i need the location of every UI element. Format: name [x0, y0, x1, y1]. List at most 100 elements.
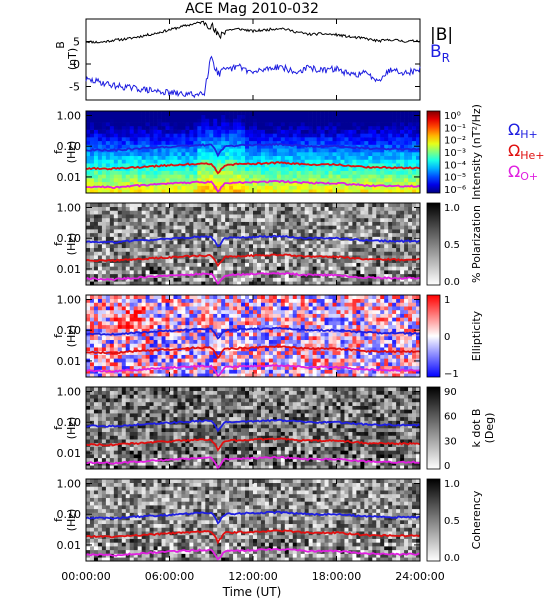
spectrogram-cell [296, 122, 302, 127]
spectrogram-cell [201, 336, 206, 341]
spectrogram-cell [388, 206, 393, 211]
spectrogram-cell [400, 262, 405, 267]
spectrogram-cell [213, 133, 218, 138]
spectrogram-cell [312, 281, 317, 286]
spectrogram-cell [205, 295, 210, 300]
spectrogram-cell [300, 244, 305, 249]
spectrogram-cell [217, 137, 222, 142]
spectrogram-cell [396, 247, 401, 252]
spectrogram-cell [264, 144, 270, 149]
spectrogram-cell [388, 251, 393, 256]
spectrogram-cell [408, 178, 413, 183]
spectrogram-cell [396, 236, 401, 241]
spectrogram-cell [221, 251, 226, 256]
spectrogram-cell [272, 317, 278, 322]
spectrogram-cell [308, 174, 313, 179]
spectrogram-cell [153, 309, 158, 314]
spectrogram-cell [145, 122, 150, 127]
spectrogram-cell [368, 137, 373, 142]
spectrogram-cell [113, 225, 119, 230]
spectrogram-cell [284, 324, 290, 329]
spectrogram-cell [113, 251, 119, 256]
spectrogram-cell [392, 122, 397, 127]
spectrogram-cell [101, 174, 107, 179]
spectrogram-cell [173, 295, 178, 300]
spectrogram-cell [189, 111, 194, 116]
spectrogram-cell [101, 140, 107, 145]
spectrogram-cell [205, 159, 210, 164]
spectrogram-cell [129, 210, 135, 215]
spectrogram-cell [388, 137, 393, 142]
spectrogram-cell [225, 302, 230, 307]
spectrogram-cell [133, 144, 138, 149]
spectrogram-cell [209, 133, 214, 138]
spectrogram-cell [93, 181, 99, 186]
spectrogram-cell [272, 170, 278, 175]
spectrogram-cell [121, 174, 127, 179]
spectrogram-cell [221, 313, 226, 318]
spectrogram-cell [340, 270, 345, 275]
spectrogram-cell [388, 203, 393, 208]
spectrogram-cell [268, 166, 274, 171]
spectrogram-cell [268, 229, 274, 234]
spectrogram-cell [133, 354, 138, 359]
spectrogram-cell [272, 339, 278, 344]
intensity-panel: 1.000.100.01f (Hz)10⁰10⁻¹10⁻²10⁻³10⁻⁴10⁻⁵… [52, 104, 483, 200]
spectrogram-cell [97, 206, 103, 211]
spectrogram-cell [113, 347, 119, 352]
spectrogram-cell [141, 232, 146, 237]
spectrogram-cell [340, 225, 345, 230]
spectrogram-cell [173, 181, 178, 186]
spectrogram-cell [324, 166, 329, 171]
spectrogram-cell [272, 185, 278, 190]
spectrogram-cell [384, 137, 389, 142]
spectrogram-cell [89, 251, 95, 256]
spectrogram-cell [380, 122, 385, 127]
spectrogram-cell [229, 277, 234, 282]
spectrogram-cell [193, 302, 198, 307]
spectrogram-cell [177, 262, 182, 267]
spectrogram-cell [157, 214, 162, 219]
spectrogram-cell [117, 362, 123, 367]
spectrogram-cell [161, 362, 166, 367]
spectrogram-cell [284, 236, 290, 241]
spectrogram-cell [181, 343, 186, 348]
spectrogram-cell [400, 185, 405, 190]
spectrogram-cell [249, 185, 254, 190]
spectrogram-cell [213, 354, 218, 359]
spectrogram-cell [249, 240, 254, 245]
spectrogram-cell [149, 232, 154, 237]
spectrogram-cell [205, 324, 210, 329]
spectrogram-cell [193, 181, 198, 186]
spectrogram-cell [157, 313, 162, 318]
y-axis-unit: (Hz) [65, 233, 78, 256]
spectrogram-cell [113, 178, 119, 183]
legend-b-radial: BR [430, 42, 450, 65]
spectrogram-cell [185, 122, 190, 127]
spectrogram-cell [217, 255, 222, 260]
spectrogram-cell [312, 189, 317, 194]
spectrogram-cell [368, 240, 373, 245]
spectrogram-cell [165, 114, 170, 119]
spectrogram-cell [284, 354, 290, 359]
spectrogram-cell [388, 270, 393, 275]
spectrogram-cell [133, 232, 138, 237]
spectrogram-cell [169, 221, 174, 226]
spectrogram-cell [225, 365, 230, 370]
spectrogram-cell [101, 144, 107, 149]
spectrogram-cell [125, 270, 131, 275]
spectrogram-cell [276, 181, 282, 186]
spectrogram-cell [113, 181, 119, 186]
spectrogram-cell [372, 181, 377, 186]
spectrogram-cell [153, 350, 158, 355]
spectrogram-cell [253, 163, 258, 168]
spectrogram-cell [197, 155, 202, 160]
spectrogram-cell [249, 347, 254, 352]
spectrogram-cell [280, 358, 286, 363]
spectrogram-cell [129, 229, 135, 234]
spectrogram-cell [101, 189, 107, 194]
spectrogram-cell [388, 155, 393, 160]
spectrogram-cell [304, 133, 309, 138]
spectrogram-cell [161, 295, 166, 300]
spectrogram-cell [368, 203, 373, 208]
